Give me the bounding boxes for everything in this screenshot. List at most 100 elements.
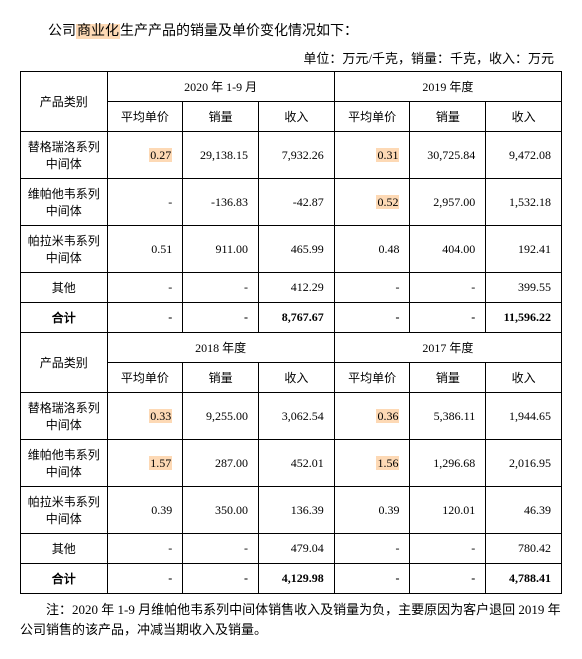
unit-line: 单位：万元/千克，销量：千克，收入：万元 (20, 48, 562, 67)
cell-rev: 7,932.26 (259, 132, 335, 179)
header-row-2: 产品类别 2018 年度 2017 年度 (21, 333, 562, 363)
row-label: 维帕他韦系列中间体 (21, 179, 108, 226)
cell-rev: 11,596.22 (486, 303, 562, 333)
row-label: 替格瑞洛系列中间体 (21, 132, 108, 179)
table-row: 帕拉米韦系列中间体 0.51 911.00 465.99 0.48 404.00… (21, 226, 562, 273)
hdr-2020: 2020 年 1-9 月 (107, 72, 334, 102)
cell-rev: 465.99 (259, 226, 335, 273)
table-row: 替格瑞洛系列中间体 0.33 9,255.00 3,062.54 0.36 5,… (21, 393, 562, 440)
cell-vol: - (183, 273, 259, 303)
total-row: 合计 - - 4,129.98 - - 4,788.41 (21, 564, 562, 594)
cell-price: 0.48 (334, 226, 410, 273)
cell-rev: 9,472.08 (486, 132, 562, 179)
header-row-1: 产品类别 2020 年 1-9 月 2019 年度 (21, 72, 562, 102)
row-label: 合计 (21, 303, 108, 333)
cell-rev: 1,944.65 (486, 393, 562, 440)
hdr-vol: 销量 (410, 102, 486, 132)
cell-vol: 350.00 (183, 487, 259, 534)
cell-price: 0.36 (334, 393, 410, 440)
cell-vol: - (410, 534, 486, 564)
row-label: 其他 (21, 534, 108, 564)
table-row: 维帕他韦系列中间体 1.57 287.00 452.01 1.56 1,296.… (21, 440, 562, 487)
cell-vol: - (183, 303, 259, 333)
cell-vol: 287.00 (183, 440, 259, 487)
cell-price: 0.51 (107, 226, 183, 273)
cell-vol: -136.83 (183, 179, 259, 226)
cell-vol: 29,138.15 (183, 132, 259, 179)
cell-vol: - (410, 303, 486, 333)
cell-price: - (334, 273, 410, 303)
cell-price: - (107, 273, 183, 303)
hdr-vol: 销量 (183, 363, 259, 393)
row-label: 帕拉米韦系列中间体 (21, 487, 108, 534)
hdr-rev: 收入 (486, 363, 562, 393)
hdr-rev: 收入 (259, 102, 335, 132)
cell-rev: 780.42 (486, 534, 562, 564)
cell-vol: - (410, 273, 486, 303)
hdr-2017: 2017 年度 (334, 333, 561, 363)
cell-rev: 412.29 (259, 273, 335, 303)
cell-price: 1.56 (334, 440, 410, 487)
cell-rev: 4,788.41 (486, 564, 562, 594)
cell-rev: 192.41 (486, 226, 562, 273)
row-label: 维帕他韦系列中间体 (21, 440, 108, 487)
table-row: 帕拉米韦系列中间体 0.39 350.00 136.39 0.39 120.01… (21, 487, 562, 534)
cell-rev: 452.01 (259, 440, 335, 487)
cell-vol: 120.01 (410, 487, 486, 534)
hdr-price: 平均单价 (107, 102, 183, 132)
cell-rev: 399.55 (486, 273, 562, 303)
hdr-vol: 销量 (183, 102, 259, 132)
cell-vol: - (183, 564, 259, 594)
cell-price: - (107, 303, 183, 333)
cell-price: 1.57 (107, 440, 183, 487)
cell-vol: 404.00 (410, 226, 486, 273)
total-row: 合计 - - 8,767.67 - - 11,596.22 (21, 303, 562, 333)
cell-price: 0.31 (334, 132, 410, 179)
hdr-2018: 2018 年度 (107, 333, 334, 363)
cell-vol: 30,725.84 (410, 132, 486, 179)
cell-vol: - (410, 564, 486, 594)
title-prefix: 公司 (48, 24, 76, 39)
cell-price: - (334, 303, 410, 333)
cell-vol: 9,255.00 (183, 393, 259, 440)
hdr-price: 平均单价 (334, 363, 410, 393)
cell-rev: 8,767.67 (259, 303, 335, 333)
title-highlight: 商业化 (76, 24, 120, 39)
row-label: 其他 (21, 273, 108, 303)
hdr-price: 平均单价 (107, 363, 183, 393)
cell-price: 0.39 (334, 487, 410, 534)
cell-price: 0.39 (107, 487, 183, 534)
cell-vol: - (183, 534, 259, 564)
cell-rev: 3,062.54 (259, 393, 335, 440)
cell-rev: 1,532.18 (486, 179, 562, 226)
cell-price: - (107, 179, 183, 226)
table-row: 其他 - - 412.29 - - 399.55 (21, 273, 562, 303)
title-line: 公司商业化生产产品的销量及单价变化情况如下： (20, 20, 562, 40)
hdr-2019: 2019 年度 (334, 72, 561, 102)
cell-price: - (107, 534, 183, 564)
cell-price: 0.33 (107, 393, 183, 440)
cell-price: 0.27 (107, 132, 183, 179)
table-row: 其他 - - 479.04 - - 780.42 (21, 534, 562, 564)
cell-rev: -42.87 (259, 179, 335, 226)
title-suffix: 生产产品的销量及单价变化情况如下： (120, 24, 358, 39)
footnote: 注：2020 年 1-9 月维帕他韦系列中间体销售收入及销量为负，主要原因为客户… (20, 600, 562, 639)
cell-rev: 479.04 (259, 534, 335, 564)
hdr-price: 平均单价 (334, 102, 410, 132)
cell-price: - (334, 564, 410, 594)
cell-vol: 5,386.11 (410, 393, 486, 440)
cell-price: - (334, 534, 410, 564)
hdr-rev: 收入 (486, 102, 562, 132)
table-row: 维帕他韦系列中间体 - -136.83 -42.87 0.52 2,957.00… (21, 179, 562, 226)
hdr-rev: 收入 (259, 363, 335, 393)
hdr-product: 产品类别 (21, 333, 108, 393)
cell-rev: 2,016.95 (486, 440, 562, 487)
cell-rev: 4,129.98 (259, 564, 335, 594)
cell-vol: 2,957.00 (410, 179, 486, 226)
cell-vol: 911.00 (183, 226, 259, 273)
cell-rev: 46.39 (486, 487, 562, 534)
table-row: 替格瑞洛系列中间体 0.27 29,138.15 7,932.26 0.31 3… (21, 132, 562, 179)
hdr-vol: 销量 (410, 363, 486, 393)
row-label: 替格瑞洛系列中间体 (21, 393, 108, 440)
cell-price: - (107, 564, 183, 594)
